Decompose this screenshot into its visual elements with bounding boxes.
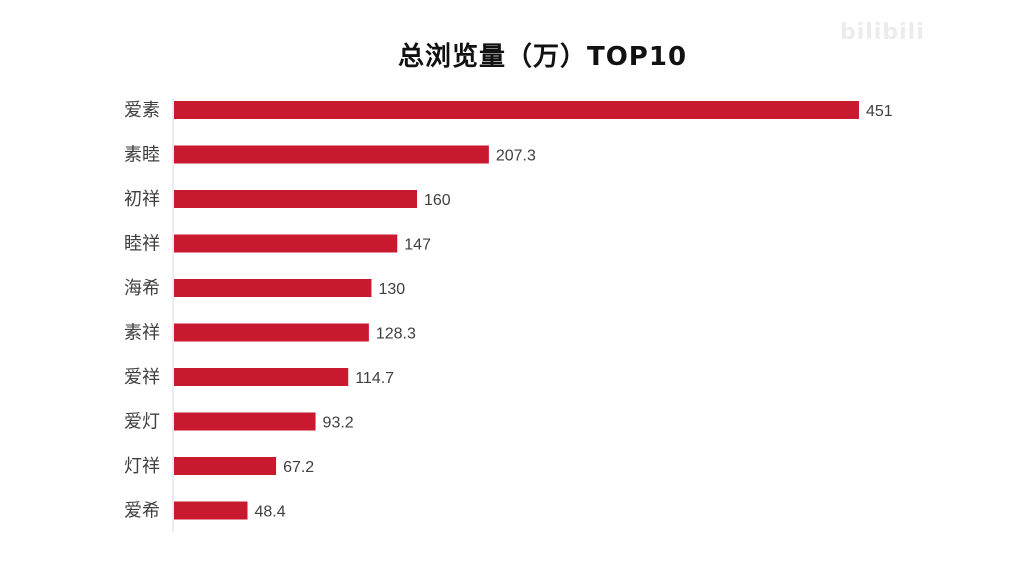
category-label: 初祥 <box>124 189 160 210</box>
bar-海希 <box>174 279 372 297</box>
bar-素祥 <box>174 323 369 342</box>
bilibili-watermark: bilibili <box>840 20 925 45</box>
bar-初祥 <box>174 190 418 208</box>
category-label: 灯祥 <box>124 456 160 477</box>
category-label: 爱祥 <box>124 367 160 388</box>
bar-爱希 <box>174 501 248 520</box>
bar-灯祥 <box>174 457 277 475</box>
bar-爱素 <box>174 101 859 119</box>
bar-睦祥 <box>174 234 398 253</box>
category-label: 睦祥 <box>124 234 160 255</box>
value-label: 207.3 <box>496 148 536 165</box>
bar-爱祥 <box>174 368 349 386</box>
category-label: 海希 <box>124 278 160 299</box>
value-label: 128.3 <box>376 326 416 343</box>
value-label: 451 <box>866 103 893 120</box>
bars-group: 爱素 451 素睦 207.3 初祥 160 睦祥 147 海希 130 素祥 128.3 爱祥 114.… <box>124 100 893 522</box>
value-label: 67.2 <box>283 459 314 476</box>
category-label: 爱灯 <box>124 412 160 433</box>
chart-title: 总浏览量（万）TOP10 <box>397 42 688 72</box>
value-label: 114.7 <box>355 370 394 387</box>
category-label: 素祥 <box>124 323 160 344</box>
value-label: 130 <box>378 281 405 298</box>
value-label: 147 <box>404 237 431 254</box>
category-label: 爱希 <box>124 501 160 522</box>
value-label: 93.2 <box>323 415 354 432</box>
value-label: 48.4 <box>255 504 286 521</box>
category-label: 素睦 <box>124 145 160 166</box>
category-label: 爱素 <box>124 100 160 121</box>
bar-素睦 <box>174 145 489 164</box>
bar-爱灯 <box>174 412 316 431</box>
value-label: 160 <box>424 192 451 209</box>
